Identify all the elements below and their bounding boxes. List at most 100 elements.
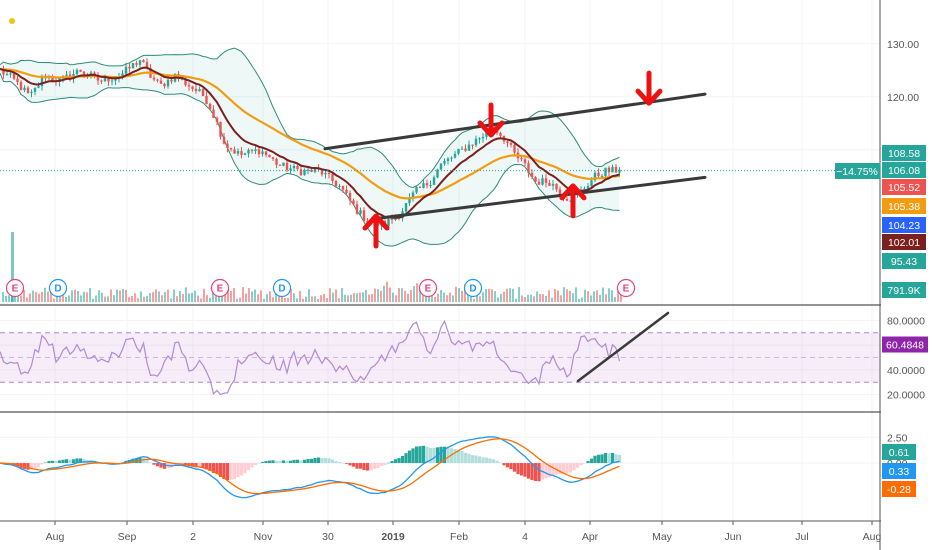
macd-hist-bar [260, 461, 265, 464]
rsi-panel [0, 311, 880, 396]
candle-body [509, 142, 513, 145]
candle-body [408, 197, 411, 204]
macd-hist-bar [512, 463, 517, 472]
marker-circle [418, 278, 438, 298]
macd-hist-bar [295, 459, 300, 464]
rsi-tag-label: 60.4848 [886, 340, 924, 352]
macd-hist-bar [351, 463, 356, 467]
macd-hist-bar [243, 463, 247, 474]
volume-bar [518, 287, 520, 302]
candle-body [443, 160, 446, 164]
candle-body [40, 77, 44, 87]
price-tag-bg [882, 217, 926, 233]
candle-body [107, 76, 110, 82]
macd-hist-bar [523, 463, 527, 477]
macd-hist-bar [372, 463, 377, 469]
macd-hist-bar [477, 456, 482, 464]
volume-bar [347, 295, 349, 302]
volume-bar [77, 290, 79, 302]
macd-hist-bar [194, 463, 198, 468]
macd-hist-bar [215, 463, 219, 475]
macd-hist-bar [446, 447, 450, 464]
volume-bar [80, 295, 82, 302]
macd-hist-bar [68, 459, 72, 464]
volume-bar [545, 295, 547, 302]
macd-hist-bar [589, 458, 594, 464]
candle-body [558, 189, 562, 196]
candle-body [282, 162, 285, 166]
macd-hist-bar [236, 463, 240, 478]
volume-bar [572, 293, 574, 302]
volume-bar [110, 289, 112, 302]
price-tag: 791.9K [882, 282, 926, 298]
volume-bar [107, 296, 109, 302]
marker-label: D [278, 284, 285, 295]
macd-hist-bar [302, 459, 307, 464]
candle-body [9, 73, 12, 75]
candle-body [548, 182, 551, 186]
price-tag-bg [882, 253, 926, 269]
volume-bar [212, 289, 214, 302]
volume-bar [488, 288, 490, 302]
volume-bar [326, 298, 328, 302]
candle-body [359, 210, 362, 214]
volume-bar [470, 293, 472, 302]
volume-bar [134, 293, 136, 302]
price-axis: 130.00120.00110.0080.000060.000040.00002… [881, 0, 932, 550]
candle-body [499, 132, 502, 136]
volume-bar [317, 298, 319, 302]
volume-bar [389, 287, 391, 302]
candle-body [450, 157, 453, 159]
candle-body [12, 73, 16, 79]
candle-body [523, 159, 527, 164]
volume-bar [461, 290, 463, 302]
candle-body [254, 149, 257, 151]
volume-bar [209, 297, 211, 302]
time-tick-label: Aug [863, 531, 882, 543]
macd-hist-bar [614, 454, 618, 464]
volume-bar [605, 294, 607, 302]
volume-bar [506, 288, 508, 302]
volume-bar [92, 298, 94, 302]
volume-bar [350, 294, 352, 302]
macd-hist-bar [407, 450, 412, 464]
volume-bar [206, 295, 208, 302]
red-down-arrow-icon [477, 102, 505, 138]
candle-body [2, 68, 5, 75]
price-tag-bg [882, 234, 926, 250]
volume-bar [497, 297, 499, 302]
volume-bar [476, 295, 478, 302]
volume-bar [287, 297, 289, 302]
candle-body [184, 78, 187, 86]
volume-bar [587, 291, 589, 302]
macd-hist-bar [208, 463, 212, 471]
macd-hist-bar [337, 462, 342, 464]
volume-bar [176, 296, 178, 302]
candle-body [138, 60, 142, 65]
candle-body [23, 87, 26, 91]
candle-body [586, 186, 590, 189]
candle-body [166, 79, 170, 87]
volume-bar [602, 287, 604, 302]
macd-hist-bar [404, 453, 408, 464]
candle-body [551, 183, 555, 186]
macd-hist-bar [239, 463, 244, 476]
volume-bar [530, 294, 532, 302]
candle-body [33, 87, 37, 92]
macd-hist-bar [456, 449, 461, 464]
candle-body [338, 185, 341, 187]
volume-bar [614, 297, 616, 302]
volume-bar [371, 294, 373, 302]
candle-body [583, 188, 586, 190]
earnings-marker: E [616, 278, 636, 298]
volume-bar [293, 293, 295, 302]
volume-bar [161, 295, 163, 302]
volume-bar [125, 289, 127, 302]
rsi-tick-label: 20.0000 [887, 390, 925, 402]
price-tag-bg [882, 145, 926, 161]
macd-hist-bar [586, 461, 590, 464]
candle-body [432, 177, 436, 185]
marker-circle [272, 278, 292, 298]
volume-bar [56, 294, 58, 302]
